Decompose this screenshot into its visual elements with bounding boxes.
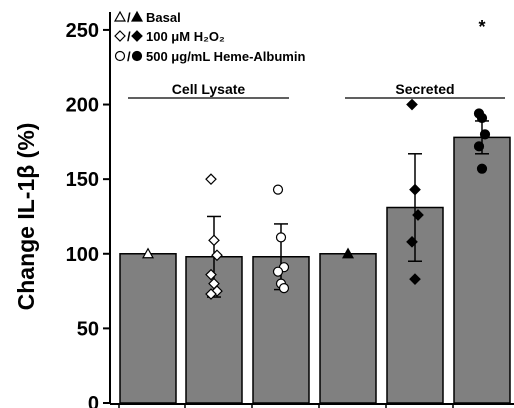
bar xyxy=(453,136,511,404)
legend-marker-open xyxy=(113,10,127,22)
data-point xyxy=(278,282,290,294)
data-point xyxy=(412,209,424,221)
data-point xyxy=(473,141,485,152)
y-tick-label: 100 xyxy=(66,244,99,266)
axis-layer: 0 50 100 150 200 250 Change IL-1β (%) xyxy=(13,12,514,408)
bar xyxy=(319,253,377,404)
data-point xyxy=(341,247,355,259)
y-tick-label: 150 xyxy=(66,169,99,191)
legend-marker-open xyxy=(114,50,126,62)
legend-label: 500 μg/mL Heme-Albumin xyxy=(146,49,305,64)
legend-marker-filled xyxy=(131,50,143,62)
data-point xyxy=(275,232,287,243)
legend-slash: / xyxy=(127,49,131,64)
group-label: Secreted xyxy=(395,81,454,97)
data-point xyxy=(205,268,217,281)
data-point xyxy=(406,98,418,111)
data-point xyxy=(476,163,488,174)
bar xyxy=(119,253,177,404)
y-axis-title: Change IL-1β (%) xyxy=(13,123,39,311)
data-point xyxy=(205,173,217,186)
legend-marker-filled xyxy=(130,10,144,22)
data-point xyxy=(409,183,421,196)
legend-marker-open xyxy=(114,30,126,42)
data-point xyxy=(409,273,421,285)
bar xyxy=(252,256,310,404)
data-point xyxy=(141,247,155,259)
y-tick-label: 200 xyxy=(66,95,99,117)
legend-marker-filled xyxy=(131,30,143,42)
group-label: Cell Lysate xyxy=(172,81,246,97)
data-point xyxy=(272,184,284,195)
legend: / Basal / 100 μM H₂O₂ / 500 μg/mL Heme-Albumi… xyxy=(113,10,305,64)
y-tick-label: 50 xyxy=(77,318,99,340)
data-point xyxy=(476,112,488,124)
y-tick-label: 250 xyxy=(66,20,99,42)
significance-star: * xyxy=(478,17,485,37)
data-point xyxy=(406,235,418,248)
legend-item: / 100 μM H₂O₂ xyxy=(114,29,225,44)
legend-item: / 500 μg/mL Heme-Albumin xyxy=(114,49,305,64)
bar-layer xyxy=(119,120,511,404)
legend-label: 100 μM H₂O₂ xyxy=(146,29,225,44)
y-tick-label: 0 xyxy=(88,393,99,408)
data-point xyxy=(208,234,220,247)
data-point xyxy=(205,288,217,300)
point-layer: * xyxy=(141,17,491,300)
data-point xyxy=(479,129,491,140)
legend-slash: / xyxy=(127,29,131,44)
legend-label: Basal xyxy=(146,10,181,25)
legend-slash: / xyxy=(127,10,131,25)
legend-item: / Basal xyxy=(113,10,181,25)
data-point xyxy=(211,249,223,262)
group-labels: Cell Lysate Secreted xyxy=(128,81,505,99)
data-point xyxy=(272,266,284,277)
